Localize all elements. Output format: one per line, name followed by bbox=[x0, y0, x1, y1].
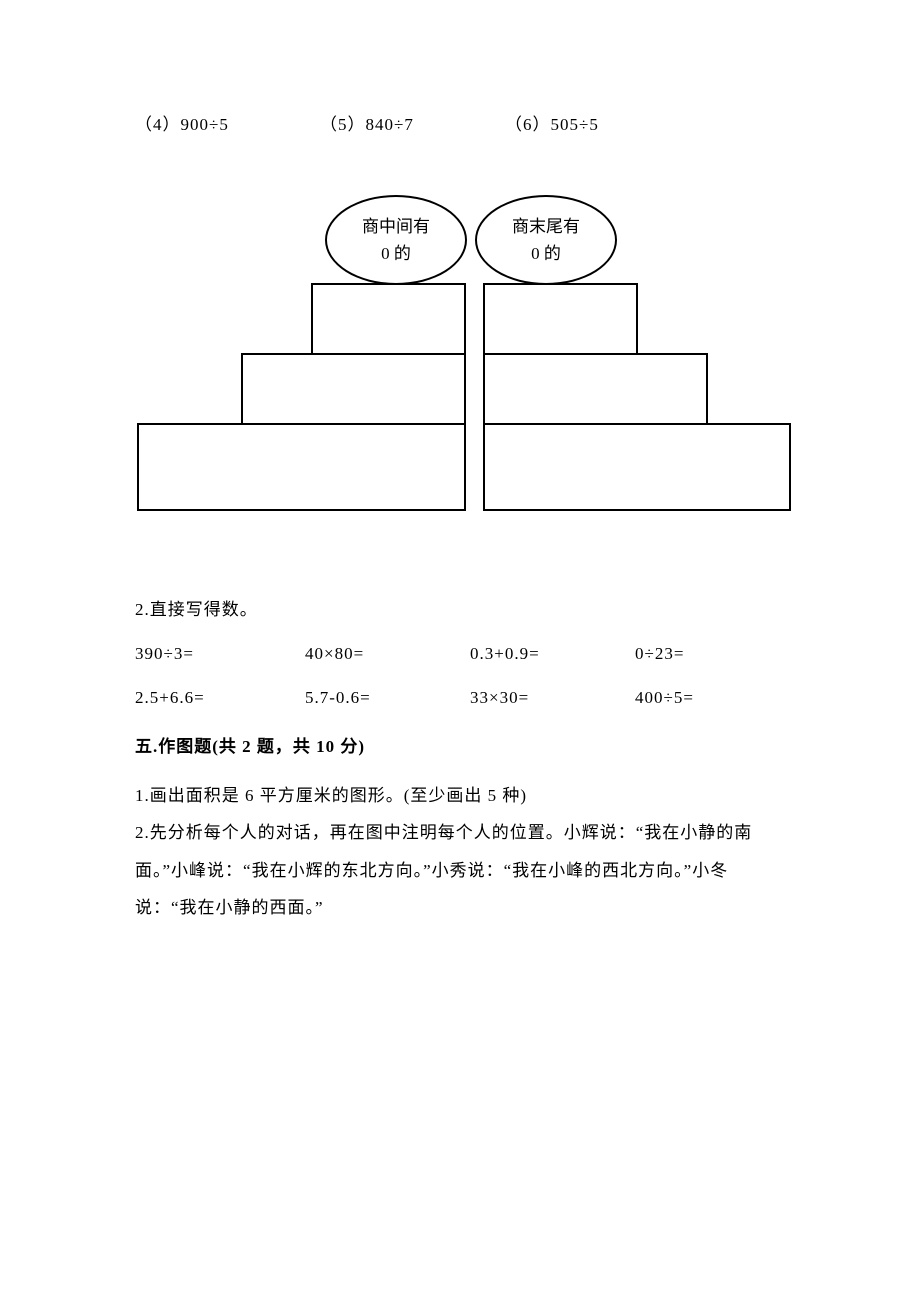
calc-cell: 33×30= bbox=[470, 688, 635, 708]
q2-title: 2.直接写得数。 bbox=[135, 595, 785, 620]
diagram-rect-0 bbox=[311, 283, 466, 355]
diagram-rect-2 bbox=[241, 353, 466, 425]
calc-cell: 390÷3= bbox=[135, 644, 305, 664]
section5-heading: 五.作图题(共 2 题，共 10 分) bbox=[135, 732, 785, 757]
calc-cell: 2.5+6.6= bbox=[135, 688, 305, 708]
equation-5: （5）840÷7 bbox=[320, 110, 505, 135]
section5-item1: 1.画出面积是 6 平方厘米的图形。(至少画出 5 种) bbox=[135, 777, 785, 814]
sorting-diagram: 商中间有 0 的商末尾有 0 的 bbox=[135, 195, 797, 545]
diagram-rect-1 bbox=[483, 283, 638, 355]
diagram-rect-4 bbox=[137, 423, 466, 511]
equation-row: （4）900÷5 （5）840÷7 （6）505÷5 bbox=[135, 110, 785, 135]
section5-item2: 2.先分析每个人的对话，再在图中注明每个人的位置。小辉说：“我在小静的南面。”小… bbox=[135, 814, 785, 926]
diagram-ellipse-0: 商中间有 0 的 bbox=[325, 195, 467, 285]
calc-cell: 0÷23= bbox=[635, 644, 785, 664]
equation-4: （4）900÷5 bbox=[135, 110, 320, 135]
diagram-rect-3 bbox=[483, 353, 708, 425]
calc-row-2: 2.5+6.6= 5.7-0.6= 33×30= 400÷5= bbox=[135, 688, 785, 708]
calc-cell: 40×80= bbox=[305, 644, 470, 664]
diagram-rect-5 bbox=[483, 423, 791, 511]
calc-cell: 5.7-0.6= bbox=[305, 688, 470, 708]
calc-row-1: 390÷3= 40×80= 0.3+0.9= 0÷23= bbox=[135, 644, 785, 664]
diagram-ellipse-1: 商末尾有 0 的 bbox=[475, 195, 617, 285]
equation-6: （6）505÷5 bbox=[505, 110, 690, 135]
calc-cell: 0.3+0.9= bbox=[470, 644, 635, 664]
page: （4）900÷5 （5）840÷7 （6）505÷5 商中间有 0 的商末尾有 … bbox=[0, 0, 920, 1302]
calc-cell: 400÷5= bbox=[635, 688, 785, 708]
